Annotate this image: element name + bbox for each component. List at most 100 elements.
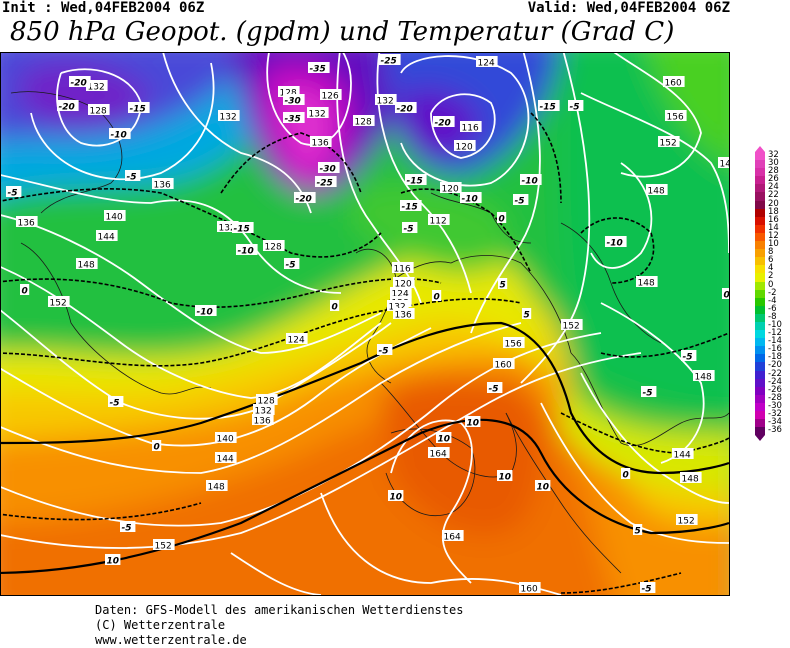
svg-text:152: 152 xyxy=(563,322,580,332)
legend-level: 18 xyxy=(755,206,790,217)
legend-level: -32 xyxy=(755,409,790,420)
geopotential-labels: 1321281321361401361441481521321281281321… xyxy=(16,56,729,595)
svg-text:-5: -5 xyxy=(122,524,132,534)
svg-text:0: 0 xyxy=(434,293,440,303)
geopotential-label: 140 xyxy=(215,432,237,445)
credit-line-data-source: Daten: GFS-Modell des amerikanischen Wet… xyxy=(95,603,464,617)
legend-level: 24 xyxy=(755,182,790,193)
svg-text:132: 132 xyxy=(389,303,406,313)
svg-text:152: 152 xyxy=(155,542,172,552)
legend-label: 14 xyxy=(768,222,779,233)
legend-swatch xyxy=(755,419,765,428)
svg-text:152: 152 xyxy=(50,299,67,309)
temperature-label: -20 xyxy=(57,100,79,113)
geopotential-label: 136 xyxy=(310,136,332,149)
legend-label: 16 xyxy=(768,214,779,225)
svg-text:136: 136 xyxy=(312,139,329,149)
geopotential-label: 116 xyxy=(460,121,482,134)
temperature-label: 10 xyxy=(388,490,404,503)
legend-label: 4 xyxy=(768,263,774,274)
svg-text:140: 140 xyxy=(217,435,234,445)
svg-text:148: 148 xyxy=(78,261,95,271)
svg-text:128: 128 xyxy=(90,107,107,117)
temperature-label: -10 xyxy=(520,174,542,187)
legend-label: -18 xyxy=(768,352,782,363)
geopotential-label: 156 xyxy=(503,337,525,350)
geopotential-label: 120 xyxy=(393,277,415,290)
legend-level: 20 xyxy=(755,199,790,209)
geopotential-label: 128 xyxy=(263,240,285,253)
legend-swatch xyxy=(755,338,765,347)
map-title: 850 hPa Geopot. (gpdm) und Temperatur (G… xyxy=(10,17,675,47)
geopotential-label: 160 xyxy=(519,582,541,595)
svg-text:-20: -20 xyxy=(71,79,87,89)
svg-text:-5: -5 xyxy=(8,189,18,199)
geopotential-label: 132 xyxy=(387,300,409,313)
svg-text:124: 124 xyxy=(288,336,305,346)
legend-swatch xyxy=(755,152,765,161)
init-time: Init : Wed,04FEB2004 06Z xyxy=(2,0,205,16)
geopotential-label: 148 xyxy=(718,157,729,170)
svg-text:148: 148 xyxy=(695,373,712,383)
temperature-label: 10 xyxy=(497,470,513,483)
temperature-label: -30 xyxy=(283,94,305,107)
legend-label: -10 xyxy=(768,319,782,330)
temperature-label: -35 xyxy=(283,112,305,125)
svg-text:120: 120 xyxy=(442,185,459,195)
geopotential-label: 156 xyxy=(665,110,687,123)
temperature-label: 0 xyxy=(497,212,507,225)
legend-level: -24 xyxy=(755,377,790,387)
legend-swatch xyxy=(755,362,765,371)
svg-text:164: 164 xyxy=(444,533,461,543)
geopotential-label: 126 xyxy=(320,89,342,102)
temperature-isolines xyxy=(1,112,729,594)
svg-text:-15: -15 xyxy=(402,203,418,213)
svg-text:-10: -10 xyxy=(607,239,623,249)
svg-text:-20: -20 xyxy=(435,119,451,129)
svg-text:-10: -10 xyxy=(238,247,254,257)
legend-swatch xyxy=(755,168,765,177)
legend-swatch xyxy=(755,411,765,420)
geopotential-label: 128 xyxy=(256,394,278,407)
geopotential-label: 144 xyxy=(215,452,237,465)
legend-label: 22 xyxy=(768,190,779,201)
svg-text:-5: -5 xyxy=(642,585,652,595)
legend-label: 12 xyxy=(768,230,779,241)
legend-swatch xyxy=(755,208,765,217)
legend-swatch xyxy=(755,394,765,403)
legend-level: -16 xyxy=(755,344,790,355)
legend-label: 24 xyxy=(768,182,779,193)
svg-text:5: 5 xyxy=(500,281,506,291)
svg-text:-5: -5 xyxy=(379,347,389,357)
weather-map-svg: 1321281321361401361441481521321281281321… xyxy=(1,53,729,595)
legend-swatch xyxy=(755,281,765,290)
valid-time: Valid: Wed,04FEB2004 06Z xyxy=(527,0,730,16)
svg-text:156: 156 xyxy=(505,340,522,350)
legend-swatch xyxy=(755,273,765,282)
geopotential-label: 136 xyxy=(393,308,415,321)
legend-label: 6 xyxy=(768,255,774,266)
legend-level: -36 xyxy=(755,425,790,436)
legend-level: 30 xyxy=(755,158,790,169)
svg-text:116: 116 xyxy=(462,124,479,134)
geopotential-label: 148 xyxy=(646,184,668,197)
legend-label: 18 xyxy=(768,206,779,217)
temperature-label: 0 xyxy=(20,284,30,297)
legend-bottom-cap xyxy=(755,435,765,442)
legend-label: -20 xyxy=(768,360,782,371)
legend-swatch xyxy=(755,386,765,395)
legend-swatch xyxy=(755,427,765,436)
svg-text:128: 128 xyxy=(258,397,275,407)
legend-level: 22 xyxy=(755,190,790,201)
legend-label: 10 xyxy=(768,239,779,250)
geopotential-label: 160 xyxy=(663,76,685,89)
geopotential-label: 144 xyxy=(96,230,118,243)
temperature-labels: -20 -15 -20 -10 -5 -5 -15 -10 -5 -10 0 -35 -30 -35 -30… xyxy=(6,54,729,595)
svg-text:160: 160 xyxy=(495,361,512,371)
temperature-label: -5 xyxy=(6,186,22,199)
svg-text:164: 164 xyxy=(430,450,447,460)
svg-text:136: 136 xyxy=(154,181,171,191)
geopotential-label: 128 xyxy=(353,115,375,128)
geopotential-label: 140 xyxy=(104,210,126,223)
credit-line-website[interactable]: www.wetterzentrale.de xyxy=(95,633,247,647)
